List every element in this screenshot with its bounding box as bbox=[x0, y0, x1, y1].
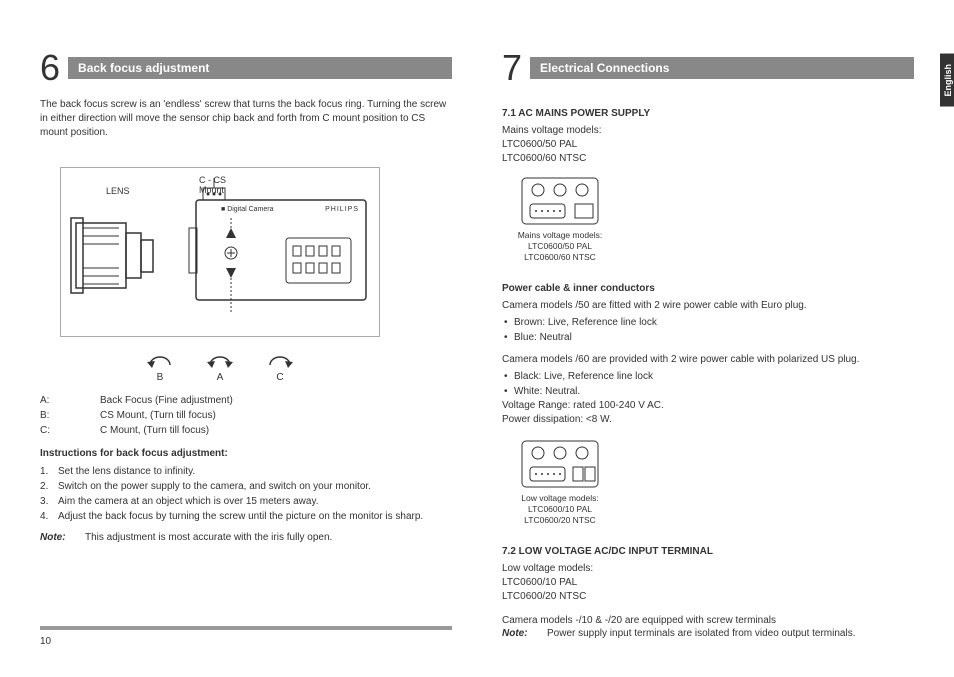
s72-title: 7.2 LOW VOLTAGE AC/DC INPUT TERMINAL bbox=[502, 546, 914, 557]
cable-60-list: Black: Live, Reference line lockWhite: N… bbox=[502, 369, 914, 399]
cable-60-text: Camera models /60 are provided with 2 wi… bbox=[502, 353, 914, 367]
instructions-title: Instructions for back focus adjustment: bbox=[40, 448, 452, 459]
section-6-header: 6 Back focus adjustment bbox=[40, 50, 452, 86]
arrow-a: A bbox=[205, 350, 235, 383]
lens-label: LENS bbox=[106, 186, 130, 196]
page-left: 6 Back focus adjustment The back focus s… bbox=[40, 50, 452, 647]
rotation-arrows: B A C bbox=[60, 350, 380, 383]
mains-models: Mains voltage models: LTC0600/50 PAL LTC… bbox=[502, 124, 914, 166]
note-6: Note: This adjustment is most accurate w… bbox=[40, 532, 452, 543]
section-6-intro: The back focus screw is an 'endless' scr… bbox=[40, 98, 452, 140]
cable-50-list: Brown: Live, Reference line lockBlue: Ne… bbox=[502, 315, 914, 345]
diagram-legend: A:Back Focus (Fine adjustment) B:CS Moun… bbox=[40, 393, 452, 438]
lv-body: Camera models -/10 & -/20 are equipped w… bbox=[502, 614, 914, 628]
page-right: 7 Electrical Connections 7.1 AC MAINS PO… bbox=[502, 50, 914, 647]
page-num-10: 10 bbox=[40, 636, 452, 647]
voltage-range: Voltage Range: rated 100-240 V AC. bbox=[502, 399, 914, 413]
page-spread: 6 Back focus adjustment The back focus s… bbox=[40, 50, 914, 647]
section-7-title: Electrical Connections bbox=[530, 57, 914, 79]
section-7-number: 7 bbox=[502, 50, 522, 86]
s71-title: 7.1 AC MAINS POWER SUPPLY bbox=[502, 108, 914, 119]
lv-note: Note: Power supply input terminals are i… bbox=[502, 628, 914, 639]
section-6-number: 6 bbox=[40, 50, 60, 86]
mount-label: C - CS Mount bbox=[199, 176, 226, 196]
mains-rear-diagram: Mains voltage models: LTC0600/50 PAL LTC… bbox=[510, 176, 610, 263]
footer-bar-left bbox=[40, 626, 452, 630]
cable-50-text: Camera models /50 are fitted with 2 wire… bbox=[502, 299, 914, 313]
section-7-header: 7 Electrical Connections bbox=[502, 50, 914, 86]
lv-models: Low voltage models: LTC0600/10 PAL LTC06… bbox=[502, 562, 914, 604]
brand-label: PHILIPS bbox=[325, 206, 359, 213]
camera-diagram: LENS C - CS Mount ■ Digital Camera PHILI… bbox=[60, 167, 380, 337]
instructions-list: Set the lens distance to infinity. Switc… bbox=[40, 464, 452, 524]
language-tab: English bbox=[940, 54, 954, 107]
cable-title: Power cable & inner conductors bbox=[502, 283, 914, 294]
power-diss: Power dissipation: <8 W. bbox=[502, 413, 914, 427]
digital-camera-label: ■ Digital Camera bbox=[221, 206, 273, 213]
lv-rear-diagram: Low voltage models: LTC0600/10 PAL LTC06… bbox=[510, 439, 610, 526]
arrow-c: C bbox=[265, 350, 295, 383]
section-6-title: Back focus adjustment bbox=[68, 57, 452, 79]
arrow-b: B bbox=[145, 350, 175, 383]
